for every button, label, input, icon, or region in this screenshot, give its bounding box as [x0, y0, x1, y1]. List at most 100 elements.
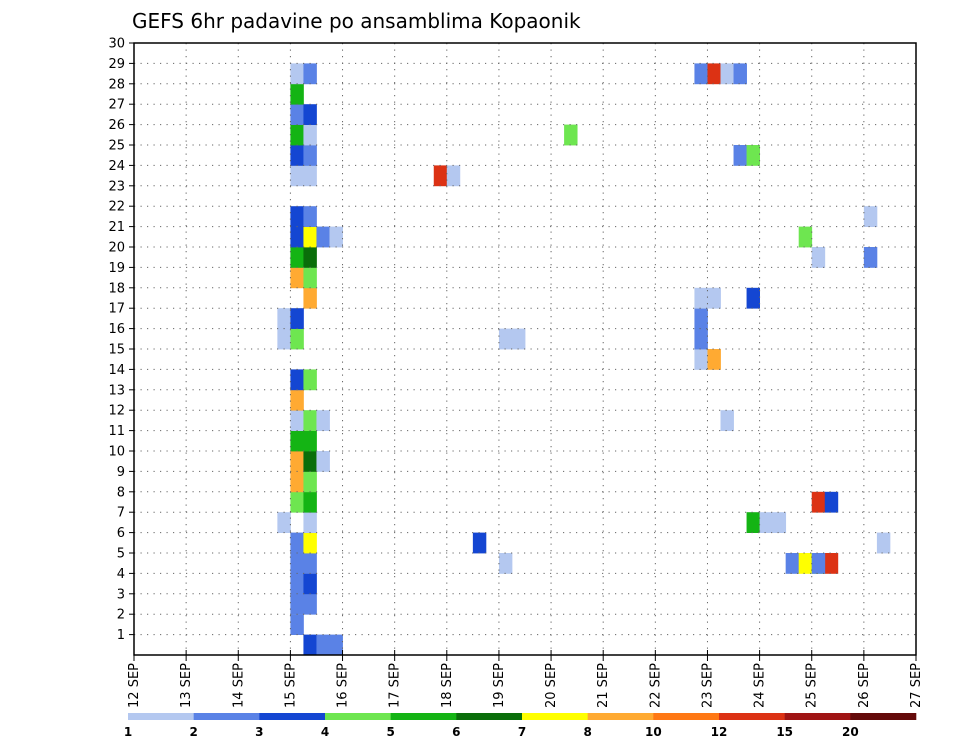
colorbar-segment [259, 713, 326, 720]
data-cell [290, 471, 304, 493]
y-tick-label: 21 [108, 220, 125, 235]
colorbar-label: 3 [255, 725, 263, 739]
colorbar-label: 15 [776, 725, 793, 739]
data-cell [746, 145, 760, 166]
data-cell [824, 491, 839, 513]
data-cell [303, 553, 317, 574]
data-cell [707, 63, 721, 85]
data-cell [694, 63, 708, 85]
x-tick-label: 20 SEP [544, 663, 559, 708]
data-cell [733, 63, 747, 85]
data-cell [303, 634, 317, 656]
data-cell [303, 104, 317, 125]
y-tick-label: 23 [108, 179, 125, 194]
x-tick-label: 25 SEP [805, 663, 820, 708]
colorbar-label: 7 [518, 725, 526, 739]
colorbar-segment [719, 713, 785, 720]
data-cell [707, 349, 721, 370]
data-cell [303, 165, 317, 187]
data-cell [277, 308, 291, 329]
x-tick-label: 26 SEP [857, 663, 872, 708]
data-cell [290, 267, 304, 289]
y-tick-label: 19 [108, 261, 125, 276]
colorbar-label: 1 [124, 725, 132, 739]
data-cell [811, 247, 826, 268]
y-tick-label: 9 [117, 465, 125, 480]
y-tick-label: 7 [117, 506, 125, 521]
x-tick-label: 22 SEP [648, 663, 663, 708]
data-cell [290, 389, 304, 411]
y-tick-label: 5 [117, 547, 125, 562]
data-cell [433, 165, 448, 187]
data-cell [303, 267, 317, 289]
data-cell [498, 328, 513, 350]
data-cell [303, 593, 317, 615]
data-cell [303, 451, 317, 472]
colorbar-label: 4 [321, 725, 329, 739]
data-cell [798, 226, 813, 248]
y-tick-label: 4 [117, 567, 125, 582]
data-cell [564, 124, 578, 146]
data-cell [290, 63, 304, 85]
y-tick-label: 12 [108, 404, 125, 419]
y-tick-label: 18 [108, 281, 125, 296]
y-tick-label: 17 [108, 302, 125, 317]
colorbar-label: 8 [583, 725, 591, 739]
colorbar-segment [456, 713, 523, 720]
data-cell [303, 410, 317, 431]
data-cell [303, 145, 317, 166]
data-cell [720, 410, 734, 431]
data-cell [303, 206, 317, 227]
y-tick-label: 28 [108, 77, 125, 92]
data-cell [290, 104, 304, 125]
data-cell [290, 614, 304, 635]
data-cell [824, 553, 839, 574]
data-cell [303, 124, 317, 146]
data-cell [303, 512, 317, 533]
data-cell [303, 287, 317, 309]
data-cell [290, 532, 304, 554]
colorbar: 1 2 3 4 5 6 7 8 10 12 15 20 [124, 713, 917, 739]
data-cell [303, 247, 317, 268]
colorbar-label: 10 [645, 725, 662, 739]
chart-title: GEFS 6hr padavine po ansamblima Kopaonik [132, 9, 581, 33]
data-cell [290, 145, 304, 166]
y-tick-label: 8 [117, 485, 125, 500]
y-tick-label: 6 [117, 526, 125, 541]
data-cell [707, 287, 721, 309]
data-cell [303, 226, 317, 248]
x-tick-label: 13 SEP [179, 663, 194, 708]
y-tick-label: 1 [117, 628, 125, 643]
data-cell [303, 63, 317, 85]
data-cell [498, 553, 513, 574]
y-tick-label: 3 [117, 587, 125, 602]
y-tick-label: 29 [108, 57, 125, 72]
y-axis: 1234567891011121314151617181920212223242… [108, 37, 134, 643]
data-cell [863, 247, 878, 268]
data-cell [303, 430, 317, 452]
data-cell [290, 165, 304, 187]
data-cell [316, 226, 330, 248]
y-tick-label: 13 [108, 383, 125, 398]
data-cell [733, 145, 747, 166]
data-cell [811, 553, 826, 574]
data-cell [785, 553, 800, 574]
data-cell [303, 491, 317, 513]
data-cell [811, 491, 826, 513]
y-tick-label: 27 [108, 98, 125, 113]
data-cell [694, 287, 708, 309]
data-cell [759, 512, 774, 533]
colorbar-segment [522, 713, 588, 720]
data-cell [303, 573, 317, 595]
data-cell [290, 369, 304, 391]
x-tick-label: 19 SEP [492, 663, 507, 708]
colorbar-label: 20 [842, 725, 859, 739]
data-cell [772, 512, 787, 533]
x-tick-label: 14 SEP [231, 663, 246, 708]
x-tick-label: 21 SEP [596, 663, 611, 708]
colorbar-segment [128, 713, 194, 720]
y-tick-label: 22 [108, 200, 125, 215]
data-cell [329, 226, 343, 248]
data-cell [316, 451, 330, 472]
x-tick-label: 17 SEP [388, 663, 403, 708]
